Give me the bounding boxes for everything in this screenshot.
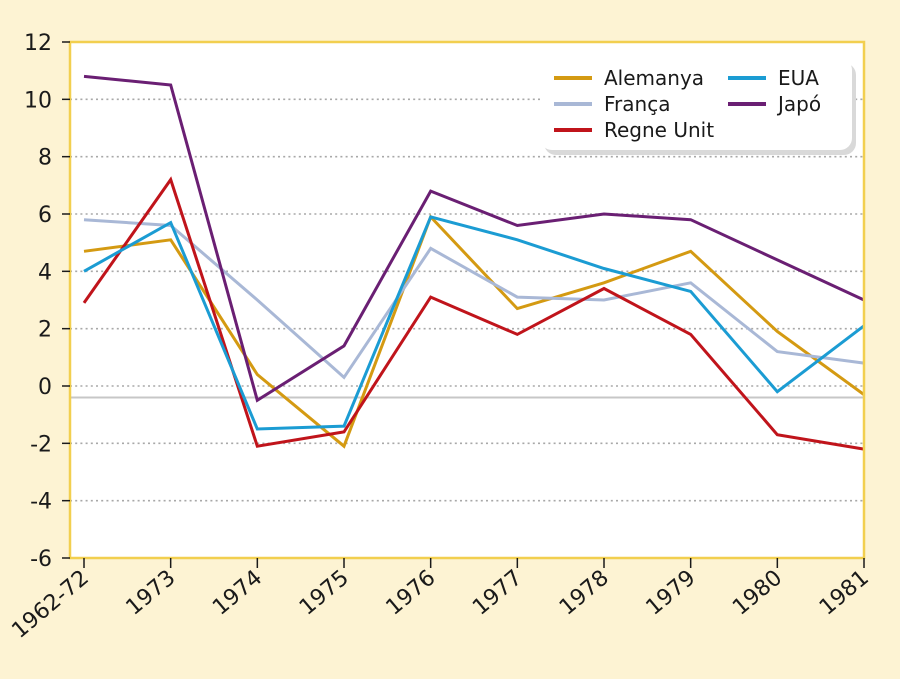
legend-label: Alemanya bbox=[604, 66, 704, 90]
y-tick-label: 2 bbox=[38, 318, 52, 343]
x-tick-label: 1974 bbox=[208, 565, 267, 620]
y-tick-label: -4 bbox=[30, 490, 52, 515]
legend-label: Regne Unit bbox=[604, 118, 714, 142]
x-tick-label: 1980 bbox=[728, 565, 787, 620]
y-tick-label: 10 bbox=[24, 88, 52, 113]
legend-label: França bbox=[604, 92, 670, 116]
x-tick-label: 1981 bbox=[815, 565, 874, 620]
series-line-frança bbox=[83, 218, 865, 380]
series-line-alemanya bbox=[83, 214, 865, 449]
y-tick-label: 4 bbox=[38, 260, 52, 285]
series-lines bbox=[82, 74, 865, 451]
x-tick-label: 1975 bbox=[295, 565, 354, 620]
series-line-japó bbox=[83, 74, 865, 403]
legend-box bbox=[540, 58, 852, 150]
x-axis-ticks: 1962-72 1973 1974 1975 1976 1977 1978 1979 1980 1… bbox=[7, 558, 874, 644]
x-tick-label: 1962-72 bbox=[7, 565, 93, 643]
series-line-regne-unit bbox=[82, 176, 865, 451]
x-tick-label: 1978 bbox=[555, 565, 614, 620]
legend-label: Japó bbox=[776, 92, 821, 116]
x-tick-label: 1979 bbox=[642, 565, 701, 620]
y-tick-label: 6 bbox=[38, 203, 52, 228]
y-tick-label: -2 bbox=[30, 432, 52, 457]
x-tick-label: 1973 bbox=[122, 565, 181, 620]
y-tick-label: 0 bbox=[38, 375, 52, 400]
y-axis-ticks: 12 10 8 6 4 2 0 -2 -4 -6 bbox=[24, 31, 70, 572]
y-tick-label: -6 bbox=[30, 547, 52, 572]
plot-border bbox=[68, 40, 866, 560]
x-tick-label: 1977 bbox=[468, 565, 527, 620]
y-tick-label: 12 bbox=[24, 31, 52, 56]
plot-frame bbox=[68, 40, 866, 560]
series-line-eua bbox=[83, 215, 865, 431]
y-tick-label: 8 bbox=[38, 146, 52, 171]
legend-label: EUA bbox=[778, 66, 819, 90]
x-tick-label: 1976 bbox=[382, 565, 441, 620]
